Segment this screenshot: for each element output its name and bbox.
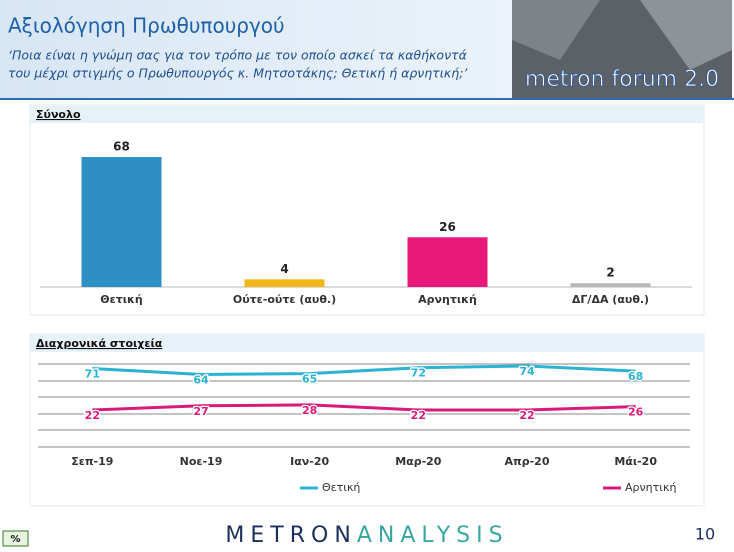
title: Αξιολόγηση Πρωθυπουργού <box>8 14 285 38</box>
value-label: 22 <box>85 409 100 422</box>
brand-part: ANALYSIS <box>357 523 509 548</box>
bar <box>570 283 651 287</box>
series-line <box>92 364 636 376</box>
bar <box>407 237 488 287</box>
category-label: ΔΓ/ΔΑ (αυθ.) <box>572 293 649 306</box>
logo-shape <box>512 0 600 60</box>
value-label: 22 <box>411 409 426 422</box>
x-tick-label: Σεπ-19 <box>71 455 113 468</box>
section-bar <box>30 335 704 352</box>
value-label: 2 <box>606 266 614 280</box>
logo-text: metron forum 2.0 <box>525 67 719 92</box>
category-label: Ούτε-ούτε (αυθ.) <box>233 293 336 306</box>
category-label: Αρνητική <box>418 293 477 306</box>
bar <box>244 279 325 287</box>
subtitle: ‘Ποια είναι η γνώμη σας για τον τρόπο με… <box>8 48 468 63</box>
x-tick-label: Μαρ-20 <box>395 455 442 468</box>
section-bar <box>30 106 704 123</box>
badge: % <box>10 534 20 545</box>
value-label: 22 <box>519 409 534 422</box>
series-line <box>92 403 636 412</box>
value-label: 74 <box>519 365 535 378</box>
value-label: 68 <box>628 370 643 383</box>
value-label: 71 <box>85 368 100 381</box>
legend-label: Αρνητική <box>625 481 676 494</box>
value-label: 65 <box>302 373 317 386</box>
logo-shape <box>640 0 732 70</box>
value-label: 64 <box>193 373 209 386</box>
brand: METRONANALYSIS <box>225 523 508 548</box>
section-label: Σύνολο <box>36 108 81 121</box>
value-label: 26 <box>439 220 456 234</box>
x-tick-label: Νοε-19 <box>180 455 223 468</box>
page-number: 10 <box>695 525 715 544</box>
value-label: 68 <box>113 140 130 154</box>
legend-label: Θετική <box>322 481 360 494</box>
bar <box>81 157 162 287</box>
value-label: 28 <box>302 404 317 417</box>
value-label: 4 <box>280 262 288 276</box>
value-label: 27 <box>193 405 208 418</box>
value-label: 72 <box>411 367 426 380</box>
x-tick-label: Μάι-20 <box>614 455 657 468</box>
panel <box>29 333 705 507</box>
badge-box <box>2 530 29 547</box>
brand-part: METRON <box>225 523 356 548</box>
value-label: 26 <box>628 406 644 419</box>
category-label: Θετική <box>100 293 142 306</box>
x-tick-label: Απρ-20 <box>505 455 550 468</box>
subtitle: του μέχρι στιγμής ο Πρωθυπουργός κ. Μητσ… <box>8 66 468 81</box>
section-label: Διαχρονικά στοιχεία <box>36 337 163 350</box>
x-tick-label: Ιαν-20 <box>290 455 329 468</box>
